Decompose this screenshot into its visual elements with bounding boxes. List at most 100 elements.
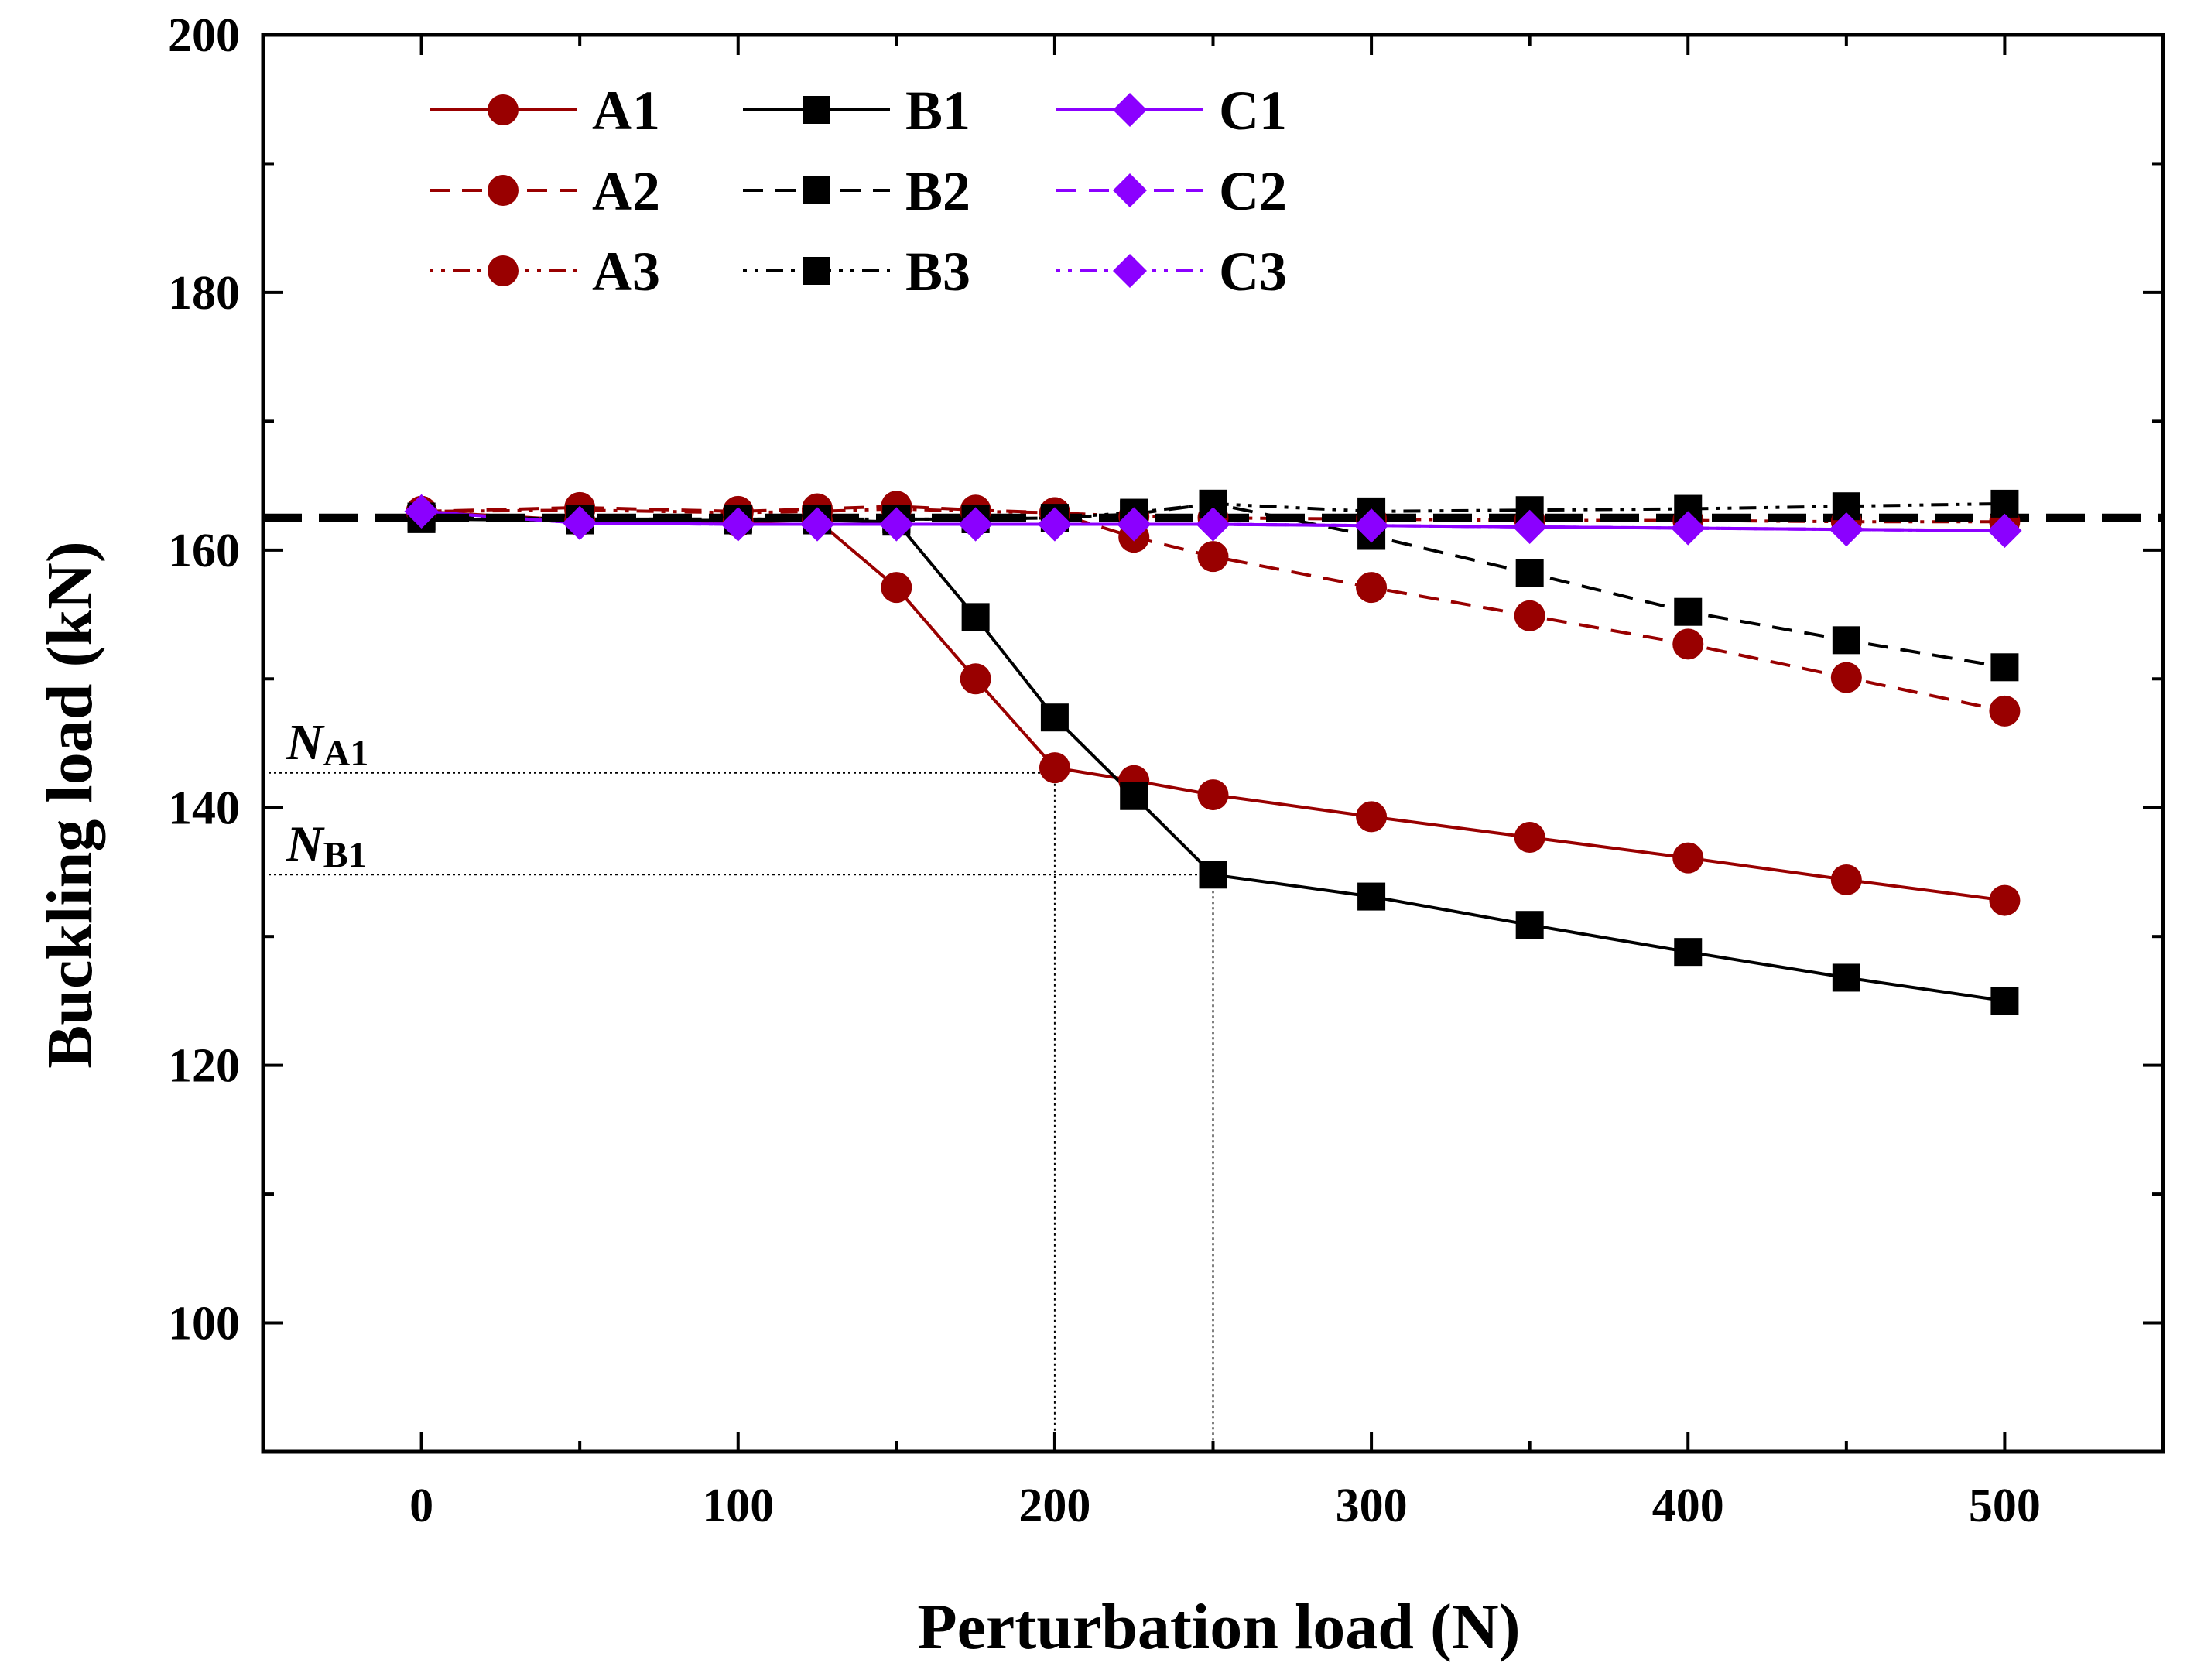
- data-point-A2: [1672, 628, 1704, 660]
- data-point-A2: [1830, 662, 1862, 693]
- data-point-B1: [1040, 703, 1069, 732]
- legend-label: B1: [905, 80, 970, 142]
- data-point-B1: [961, 603, 990, 631]
- annotation-main: N: [286, 816, 325, 872]
- legend-label: A2: [592, 160, 660, 222]
- data-point-C3: [1987, 513, 2022, 548]
- x-tick-label: 100: [702, 1480, 774, 1532]
- legend-item-B3: B3: [743, 241, 970, 303]
- data-point-C3: [404, 494, 439, 529]
- data-point-A2: [1356, 572, 1388, 604]
- series-line-C3: [421, 509, 2005, 532]
- legend-label: C1: [1219, 80, 1287, 142]
- y-tick-label: 140: [168, 782, 240, 835]
- data-point-B1: [1120, 782, 1148, 810]
- legend-label: B3: [905, 241, 970, 303]
- data-point-C3: [1354, 508, 1389, 543]
- annotation-subscript: A1: [323, 733, 369, 774]
- legend-marker: [488, 175, 519, 206]
- legend-marker: [803, 176, 830, 204]
- axes: [261, 33, 2165, 1454]
- y-axis-title: Buckling load (kN): [34, 541, 106, 1069]
- legend-label: A1: [592, 80, 660, 142]
- legend-item-A2: A2: [430, 160, 660, 222]
- y-tick-label: 180: [168, 267, 240, 320]
- data-point-A2: [1514, 600, 1545, 631]
- data-point-C3: [563, 505, 597, 540]
- data-point-A1: [1672, 842, 1704, 874]
- data-point-C3: [1671, 511, 1706, 546]
- x-tick-label: 400: [1652, 1480, 1724, 1532]
- data-point-B1: [1990, 987, 2019, 1015]
- x-tick-label: 500: [1969, 1480, 2041, 1532]
- legend-label: C3: [1219, 241, 1287, 303]
- data-point-A1: [1197, 779, 1229, 811]
- data-point-C3: [1512, 509, 1547, 544]
- data-point-C3: [958, 507, 993, 542]
- x-axis-title: Perturbation load (N): [917, 1591, 1520, 1663]
- data-point-A1: [960, 663, 991, 695]
- data-point-B1: [1199, 861, 1227, 889]
- data-point-B1: [1674, 938, 1703, 967]
- legend-marker: [488, 94, 519, 125]
- legend-marker: [488, 255, 519, 286]
- legend-item-B1: B1: [743, 80, 970, 142]
- legend-marker: [1113, 173, 1147, 207]
- series-markers: [404, 489, 2022, 1015]
- legend-item-B2: B2: [743, 160, 970, 222]
- legend-item-A1: A1: [430, 80, 660, 142]
- series-line-B3: [421, 501, 2005, 521]
- data-point-A1: [1039, 752, 1070, 784]
- x-tick-label: 300: [1336, 1480, 1408, 1532]
- data-point-B2: [1515, 559, 1544, 587]
- data-point-A1: [1830, 864, 1862, 895]
- y-tick-label: 120: [168, 1040, 240, 1093]
- data-point-C3: [1117, 507, 1152, 542]
- data-point-A1: [1989, 884, 2021, 916]
- legend-item-C1: C1: [1056, 80, 1287, 142]
- guide-lines: [263, 772, 1214, 1452]
- legend-item-C2: C2: [1056, 160, 1287, 222]
- legend-marker: [1113, 254, 1147, 288]
- tick-labels: 100 120 140 160 180 200 0 100 200 300 400 500: [168, 9, 2041, 1532]
- data-point-C3: [800, 507, 835, 542]
- data-point-C3: [1037, 507, 1072, 542]
- x-tick-label: 200: [1018, 1480, 1090, 1532]
- y-tick-label: 100: [168, 1298, 240, 1350]
- data-point-A2: [1197, 541, 1229, 573]
- annotation-subscript: B1: [323, 834, 367, 875]
- legend-item-C3: C3: [1056, 241, 1287, 303]
- legend-item-A3: A3: [430, 241, 660, 303]
- data-point-B2: [1832, 626, 1860, 655]
- data-point-B1: [1357, 882, 1386, 911]
- legend-label: C2: [1219, 160, 1287, 222]
- data-point-B2: [1674, 597, 1703, 626]
- legend-marker: [1113, 93, 1147, 127]
- legend-marker: [803, 257, 830, 285]
- annotation-label: NB1: [286, 816, 367, 875]
- legend-label: A3: [592, 241, 660, 303]
- legend: A1 A2 A3 B1 B2 B3 C1 C2 C3: [430, 80, 1287, 303]
- data-point-C3: [1196, 507, 1230, 542]
- data-point-C3: [720, 507, 755, 542]
- annotation-main: N: [286, 714, 325, 771]
- data-point-C3: [1829, 512, 1864, 547]
- x-tick-label: 0: [409, 1480, 433, 1532]
- data-point-A1: [1514, 822, 1545, 854]
- data-point-A1: [881, 572, 912, 604]
- data-point-A1: [1356, 801, 1388, 833]
- annotation-label: NA1: [286, 714, 368, 774]
- data-point-B3: [1990, 489, 2019, 518]
- data-point-C3: [879, 507, 914, 542]
- y-tick-label: 160: [168, 525, 240, 577]
- data-point-B1: [1832, 963, 1860, 992]
- legend-label: B2: [905, 160, 970, 222]
- data-point-B2: [1990, 653, 2019, 682]
- data-point-B1: [1515, 911, 1544, 939]
- legend-marker: [803, 96, 830, 124]
- data-point-A2: [1989, 695, 2021, 727]
- y-tick-label: 200: [168, 9, 240, 62]
